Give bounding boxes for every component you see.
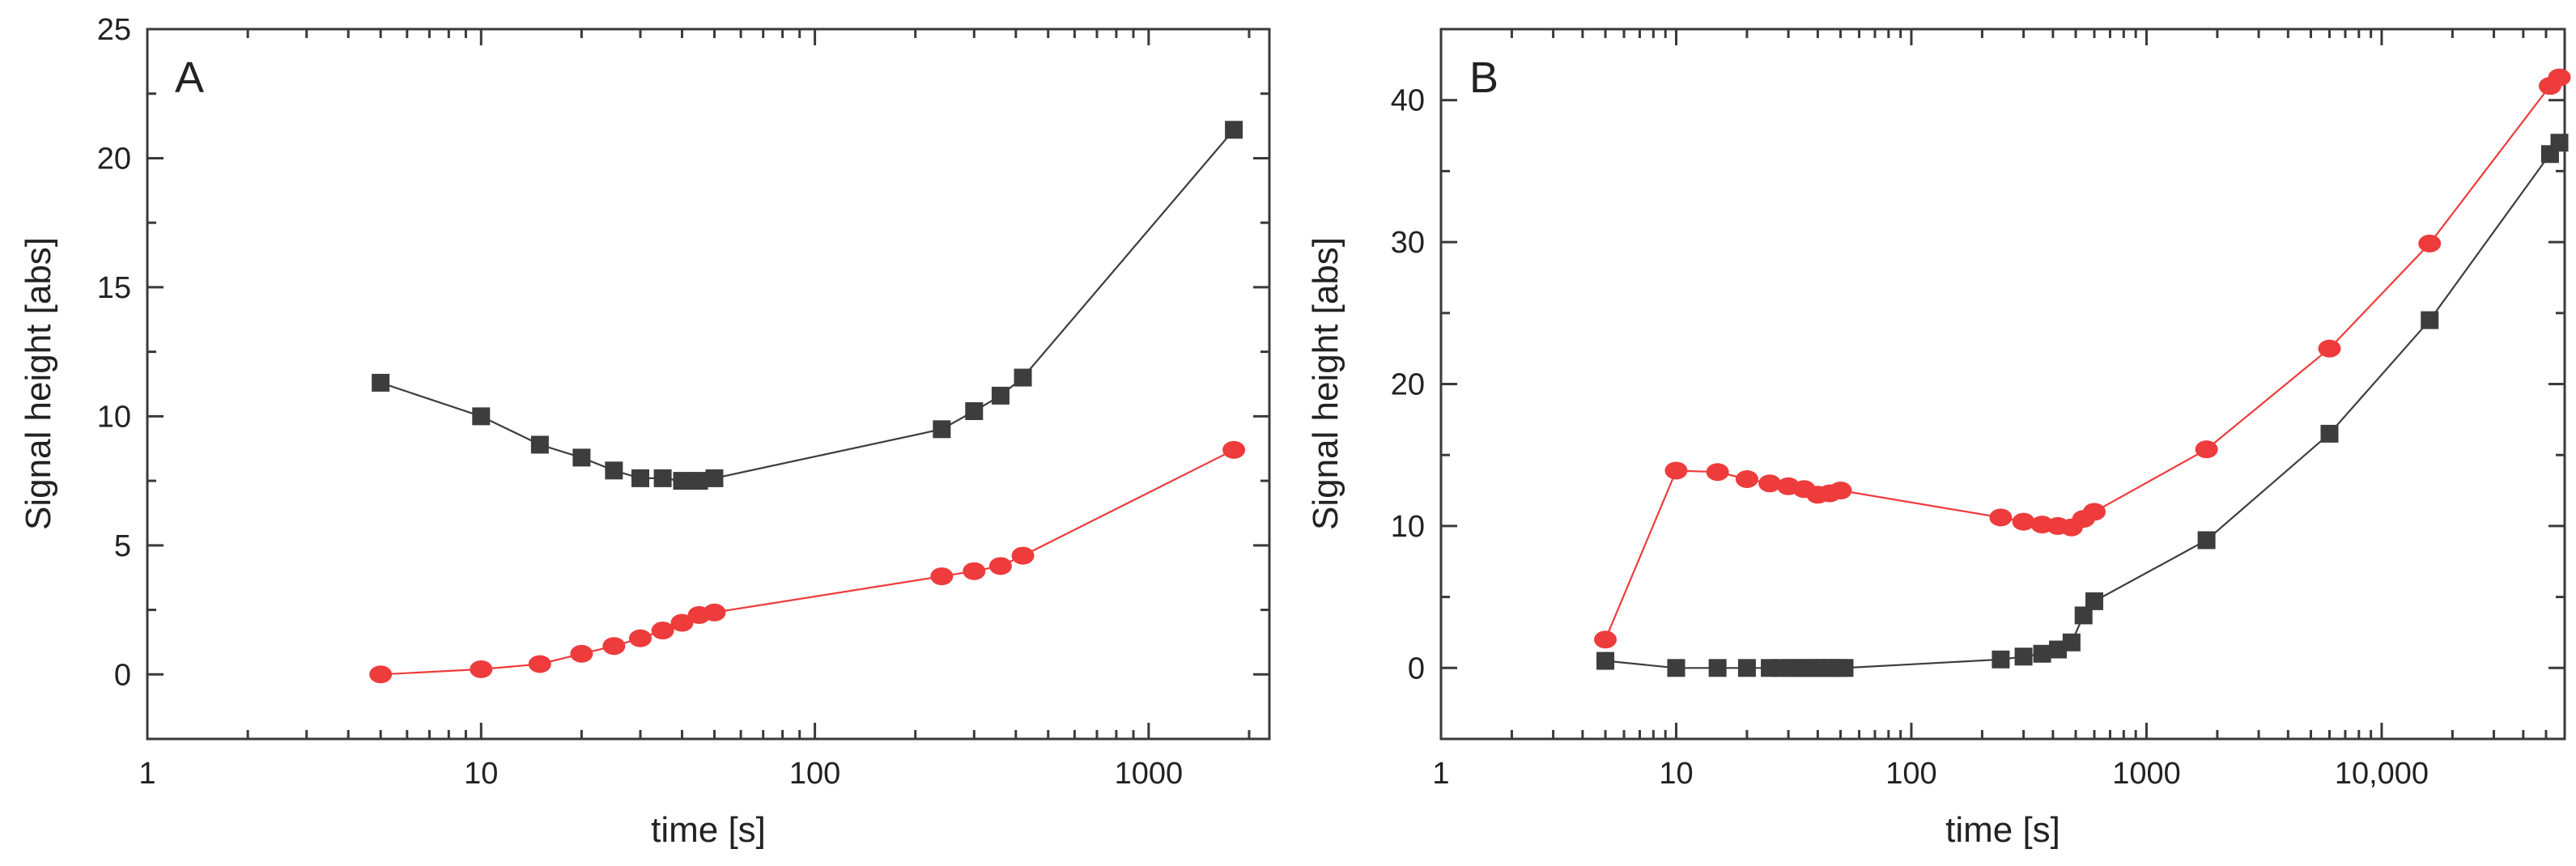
panel-a-black-square-point bbox=[1225, 121, 1243, 139]
panel-b-red-circle-point bbox=[2012, 512, 2035, 531]
panel-b-x-tick-label: 1 bbox=[1432, 757, 1449, 791]
panel-a-y-axis-title: Signal height [abs] bbox=[19, 237, 58, 530]
panel-a-red-circle-point bbox=[1222, 440, 1246, 459]
panel-a-black-square-point bbox=[673, 472, 691, 490]
panel-a-y-tick-label: 5 bbox=[114, 529, 131, 563]
panel-a-x-tick-label: 10 bbox=[464, 757, 498, 791]
panel-a-series-lines bbox=[380, 129, 1235, 676]
panel-a-markers bbox=[369, 121, 1246, 684]
panel-a-red-series-line bbox=[380, 448, 1235, 676]
panel-b-x-axis-title: time [s] bbox=[1945, 810, 2060, 850]
panel-a-y-tick-label: 0 bbox=[114, 658, 131, 692]
panel-a-letter: A bbox=[175, 53, 204, 102]
panel-a-frame bbox=[146, 28, 1271, 741]
panel-a-red-circle-point bbox=[651, 622, 674, 640]
panel-b-black-square-point bbox=[2421, 311, 2439, 329]
panel-a-black-square-point bbox=[991, 386, 1010, 405]
panel-a-black-square-point bbox=[631, 469, 649, 487]
panel-b-red-circle-point bbox=[1758, 474, 1782, 493]
panel-b-red-circle-point bbox=[1829, 482, 1852, 500]
panel-b-y-tick-label: 40 bbox=[1391, 84, 1425, 118]
panel-b-x-tick-label: 10 bbox=[1659, 757, 1693, 791]
panel-b-red-circle-point bbox=[2083, 503, 2106, 521]
panel-a-red-circle-point bbox=[470, 660, 493, 678]
panel-a-red-circle-point bbox=[930, 567, 954, 586]
panel-a-red-circle-point bbox=[703, 603, 726, 622]
panel-a-black-square-point bbox=[690, 472, 708, 490]
panel-a-x-tick-label: 1000 bbox=[1115, 757, 1184, 791]
panel-a-red-circle-point bbox=[988, 557, 1012, 575]
panel-b-y-tick-label: 30 bbox=[1391, 226, 1425, 260]
panel-b-letter: B bbox=[1469, 53, 1498, 102]
panel-a-x-axis-title: time [s] bbox=[651, 810, 766, 850]
panel-b-black-square-point bbox=[2550, 134, 2569, 152]
panel-b-black-square-point bbox=[2320, 424, 2339, 443]
panel-a-red-circle-point bbox=[570, 644, 593, 663]
panel-b-black-square-point bbox=[2014, 647, 2033, 666]
panel-b-y-tick-label: 20 bbox=[1391, 368, 1425, 402]
panel-a-black-square-point bbox=[572, 448, 591, 467]
panel-b-black-square-point bbox=[2074, 606, 2093, 625]
panel-a-y-tick-label: 10 bbox=[97, 400, 131, 434]
panel-a-red-circle-point bbox=[528, 655, 551, 673]
panel-b-red-series-line bbox=[1604, 76, 2561, 640]
panel-b-red-circle-point bbox=[2318, 339, 2341, 358]
panel-b-black-square-point bbox=[1992, 650, 2010, 669]
panel-b-black-square-point bbox=[1835, 659, 1854, 677]
panel-b-x-tick-label: 100 bbox=[1885, 757, 1936, 791]
panel-a-black-square-point bbox=[530, 435, 549, 454]
panel-b: B time [s] Signal height [abs] 1 10 100 100… bbox=[1306, 28, 2571, 850]
panel-a-black-square-point bbox=[653, 469, 672, 487]
panel-b-red-circle-point bbox=[2418, 234, 2442, 253]
panel-a-black-square-point bbox=[933, 420, 951, 439]
panel-b-black-square-point bbox=[1667, 659, 1685, 677]
panel-a-red-circle-point bbox=[602, 637, 626, 656]
panel-b-y-tick-label: 0 bbox=[1408, 652, 1425, 686]
panel-a-red-circle-point bbox=[670, 613, 694, 632]
panel-a-black-square-point bbox=[372, 373, 390, 392]
panel-b-y-axis-title: Signal height [abs] bbox=[1306, 237, 1345, 530]
panel-b-red-circle-point bbox=[2548, 68, 2571, 87]
panel-b-black-square-point bbox=[1708, 659, 1727, 677]
panel-b-black-square-point bbox=[2062, 633, 2081, 652]
panel-a-y-tick-label: 15 bbox=[97, 271, 131, 305]
panel-b-black-square-point bbox=[2197, 531, 2216, 550]
panel-a-black-square-point bbox=[1014, 368, 1032, 387]
panel-a-black-square-point bbox=[472, 407, 491, 426]
panel-a-x-tick-label: 1 bbox=[138, 757, 155, 791]
panel-b-black-square-point bbox=[2085, 592, 2104, 610]
panel-a-red-circle-point bbox=[628, 629, 652, 647]
panel-b-black-series-line bbox=[1605, 142, 2561, 669]
panel-b-black-square-point bbox=[1596, 652, 1615, 670]
panel-a: A time [s] Signal height [abs] 1 10 100 100… bbox=[19, 13, 1271, 850]
panel-b-black-square-point bbox=[2033, 644, 2051, 663]
panel-b-ticks: 1 10 100 1000 10,000 0 10 20 30 40 bbox=[1391, 28, 2566, 791]
panel-b-black-square-point bbox=[2049, 640, 2068, 659]
panel-b-x-tick-label: 1000 bbox=[2112, 757, 2181, 791]
panel-a-y-tick-label: 20 bbox=[97, 142, 131, 176]
panel-a-black-series-line bbox=[380, 129, 1235, 482]
panel-b-series-lines bbox=[1604, 76, 2561, 669]
panel-a-x-tick-label: 100 bbox=[789, 757, 840, 791]
panel-a-black-square-point bbox=[965, 401, 984, 420]
panel-b-x-tick-label: 10,000 bbox=[2335, 757, 2429, 791]
panel-a-ticks: 1 10 100 1000 0 5 10 15 20 25 bbox=[97, 13, 1269, 791]
panel-b-red-circle-point bbox=[1594, 630, 1617, 649]
panel-b-red-circle-point bbox=[1735, 470, 1758, 489]
panel-a-red-circle-point bbox=[963, 562, 986, 580]
panel-b-black-square-point bbox=[1737, 659, 1756, 677]
panel-b-markers bbox=[1594, 68, 2571, 677]
panel-a-red-circle-point bbox=[1011, 546, 1035, 565]
panel-b-red-circle-point bbox=[2195, 440, 2218, 459]
panel-a-y-tick-label: 25 bbox=[97, 13, 131, 47]
panel-b-red-circle-point bbox=[1706, 463, 1729, 482]
panel-a-black-square-point bbox=[705, 469, 724, 487]
panel-b-red-circle-point bbox=[1664, 461, 1688, 480]
panel-b-y-tick-label: 10 bbox=[1391, 510, 1425, 544]
panel-a-black-square-point bbox=[605, 461, 623, 480]
panel-b-red-circle-point bbox=[1989, 508, 2013, 527]
panel-a-red-circle-point bbox=[369, 665, 393, 684]
